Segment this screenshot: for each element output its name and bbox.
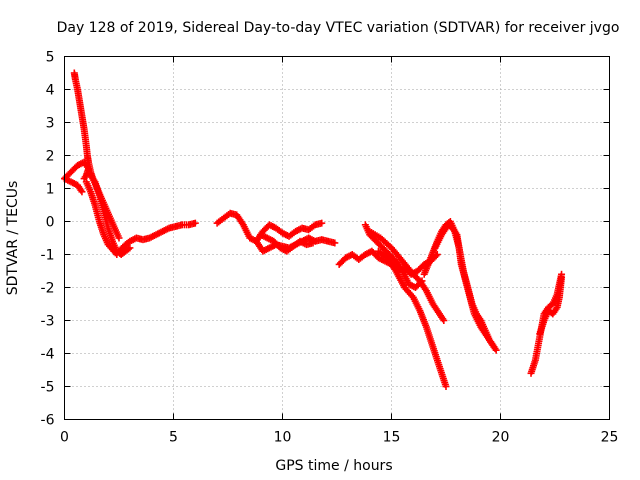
y-tick-label: 3: [46, 116, 55, 132]
data-point: [126, 244, 134, 252]
y-tick-label: 4: [46, 83, 55, 99]
x-tick-label: 10: [274, 430, 292, 446]
y-tick-label: -3: [41, 314, 55, 330]
x-tick-label: 15: [383, 430, 401, 446]
x-tick-label: 20: [492, 430, 510, 446]
data-point: [309, 239, 317, 247]
data-point: [442, 383, 450, 390]
y-tick-label: 5: [46, 50, 55, 66]
data-point: [558, 274, 566, 282]
plot-frame: [64, 56, 610, 420]
x-tick-label: 25: [601, 430, 619, 446]
chart-title: Day 128 of 2019, Sidereal Day-to-day VTE…: [57, 20, 620, 36]
data-point: [191, 219, 199, 227]
y-tick-label: -1: [41, 248, 55, 264]
y-tick-label: -5: [41, 380, 55, 396]
axis-ticks: 0 5 10 15 20 25 -6 -5 -4 -3 -2 -1 0 1 2 3 4 5: [41, 50, 619, 446]
data-point: [440, 317, 448, 324]
data-point: [331, 239, 339, 247]
y-tick-label: -2: [41, 281, 55, 297]
data-point: [490, 343, 498, 351]
data-points: [61, 69, 566, 390]
y-tick-label: -6: [41, 413, 55, 429]
y-axis-label: SDTVAR / TECUs: [5, 181, 21, 296]
data-point: [115, 234, 123, 242]
data-point: [318, 219, 326, 227]
data-point: [124, 245, 132, 253]
y-tick-label: -4: [41, 347, 55, 363]
x-tick-label: 0: [60, 430, 69, 446]
data-point: [78, 188, 86, 196]
y-tick-label: 0: [46, 215, 55, 231]
grid-lines: [64, 56, 610, 420]
x-tick-label: 5: [169, 430, 178, 446]
y-tick-label: 2: [46, 149, 55, 165]
x-axis-label: GPS time / hours: [275, 458, 392, 474]
y-tick-label: 1: [46, 182, 55, 198]
